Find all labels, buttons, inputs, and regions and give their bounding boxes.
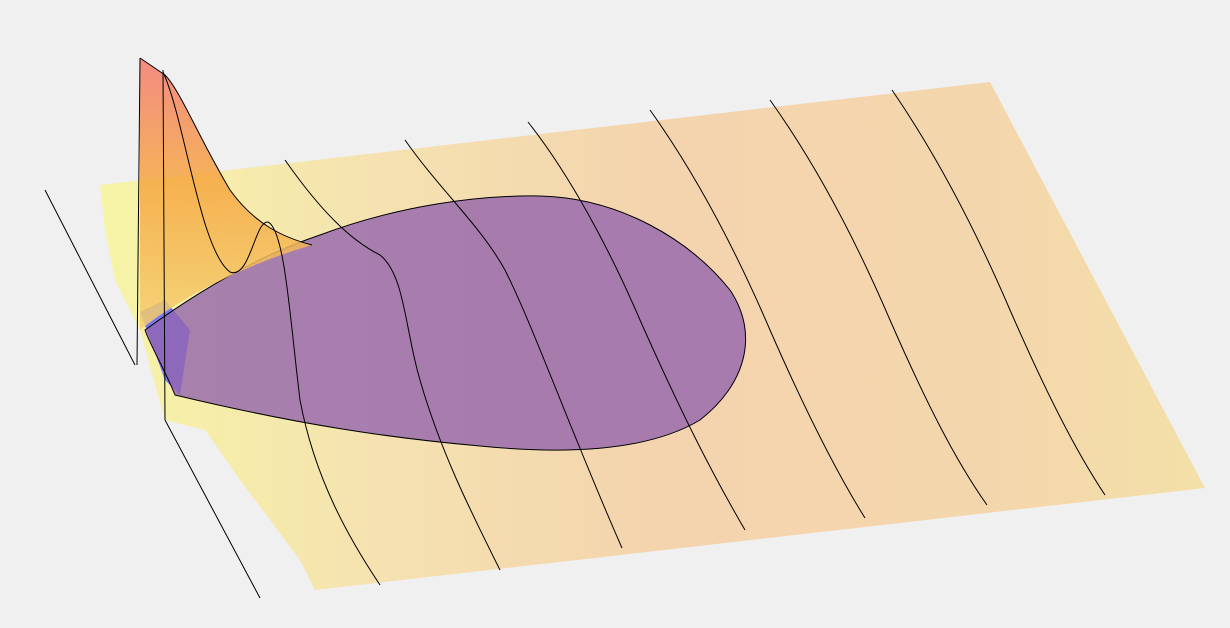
peak — [140, 58, 312, 330]
ridge-line — [891, 89, 1106, 496]
axis-line — [136, 57, 141, 366]
ridge-line — [527, 121, 746, 531]
axis-line — [164, 419, 261, 599]
ridge-line — [162, 71, 381, 586]
ridge-line — [284, 159, 501, 571]
peak-edge — [139, 57, 313, 246]
ridge-line — [404, 139, 623, 549]
wire-lines — [44, 57, 1106, 599]
ridge-line — [649, 109, 866, 519]
ridge-line — [769, 99, 988, 506]
axis-line — [44, 189, 136, 366]
axis-line — [162, 69, 166, 421]
